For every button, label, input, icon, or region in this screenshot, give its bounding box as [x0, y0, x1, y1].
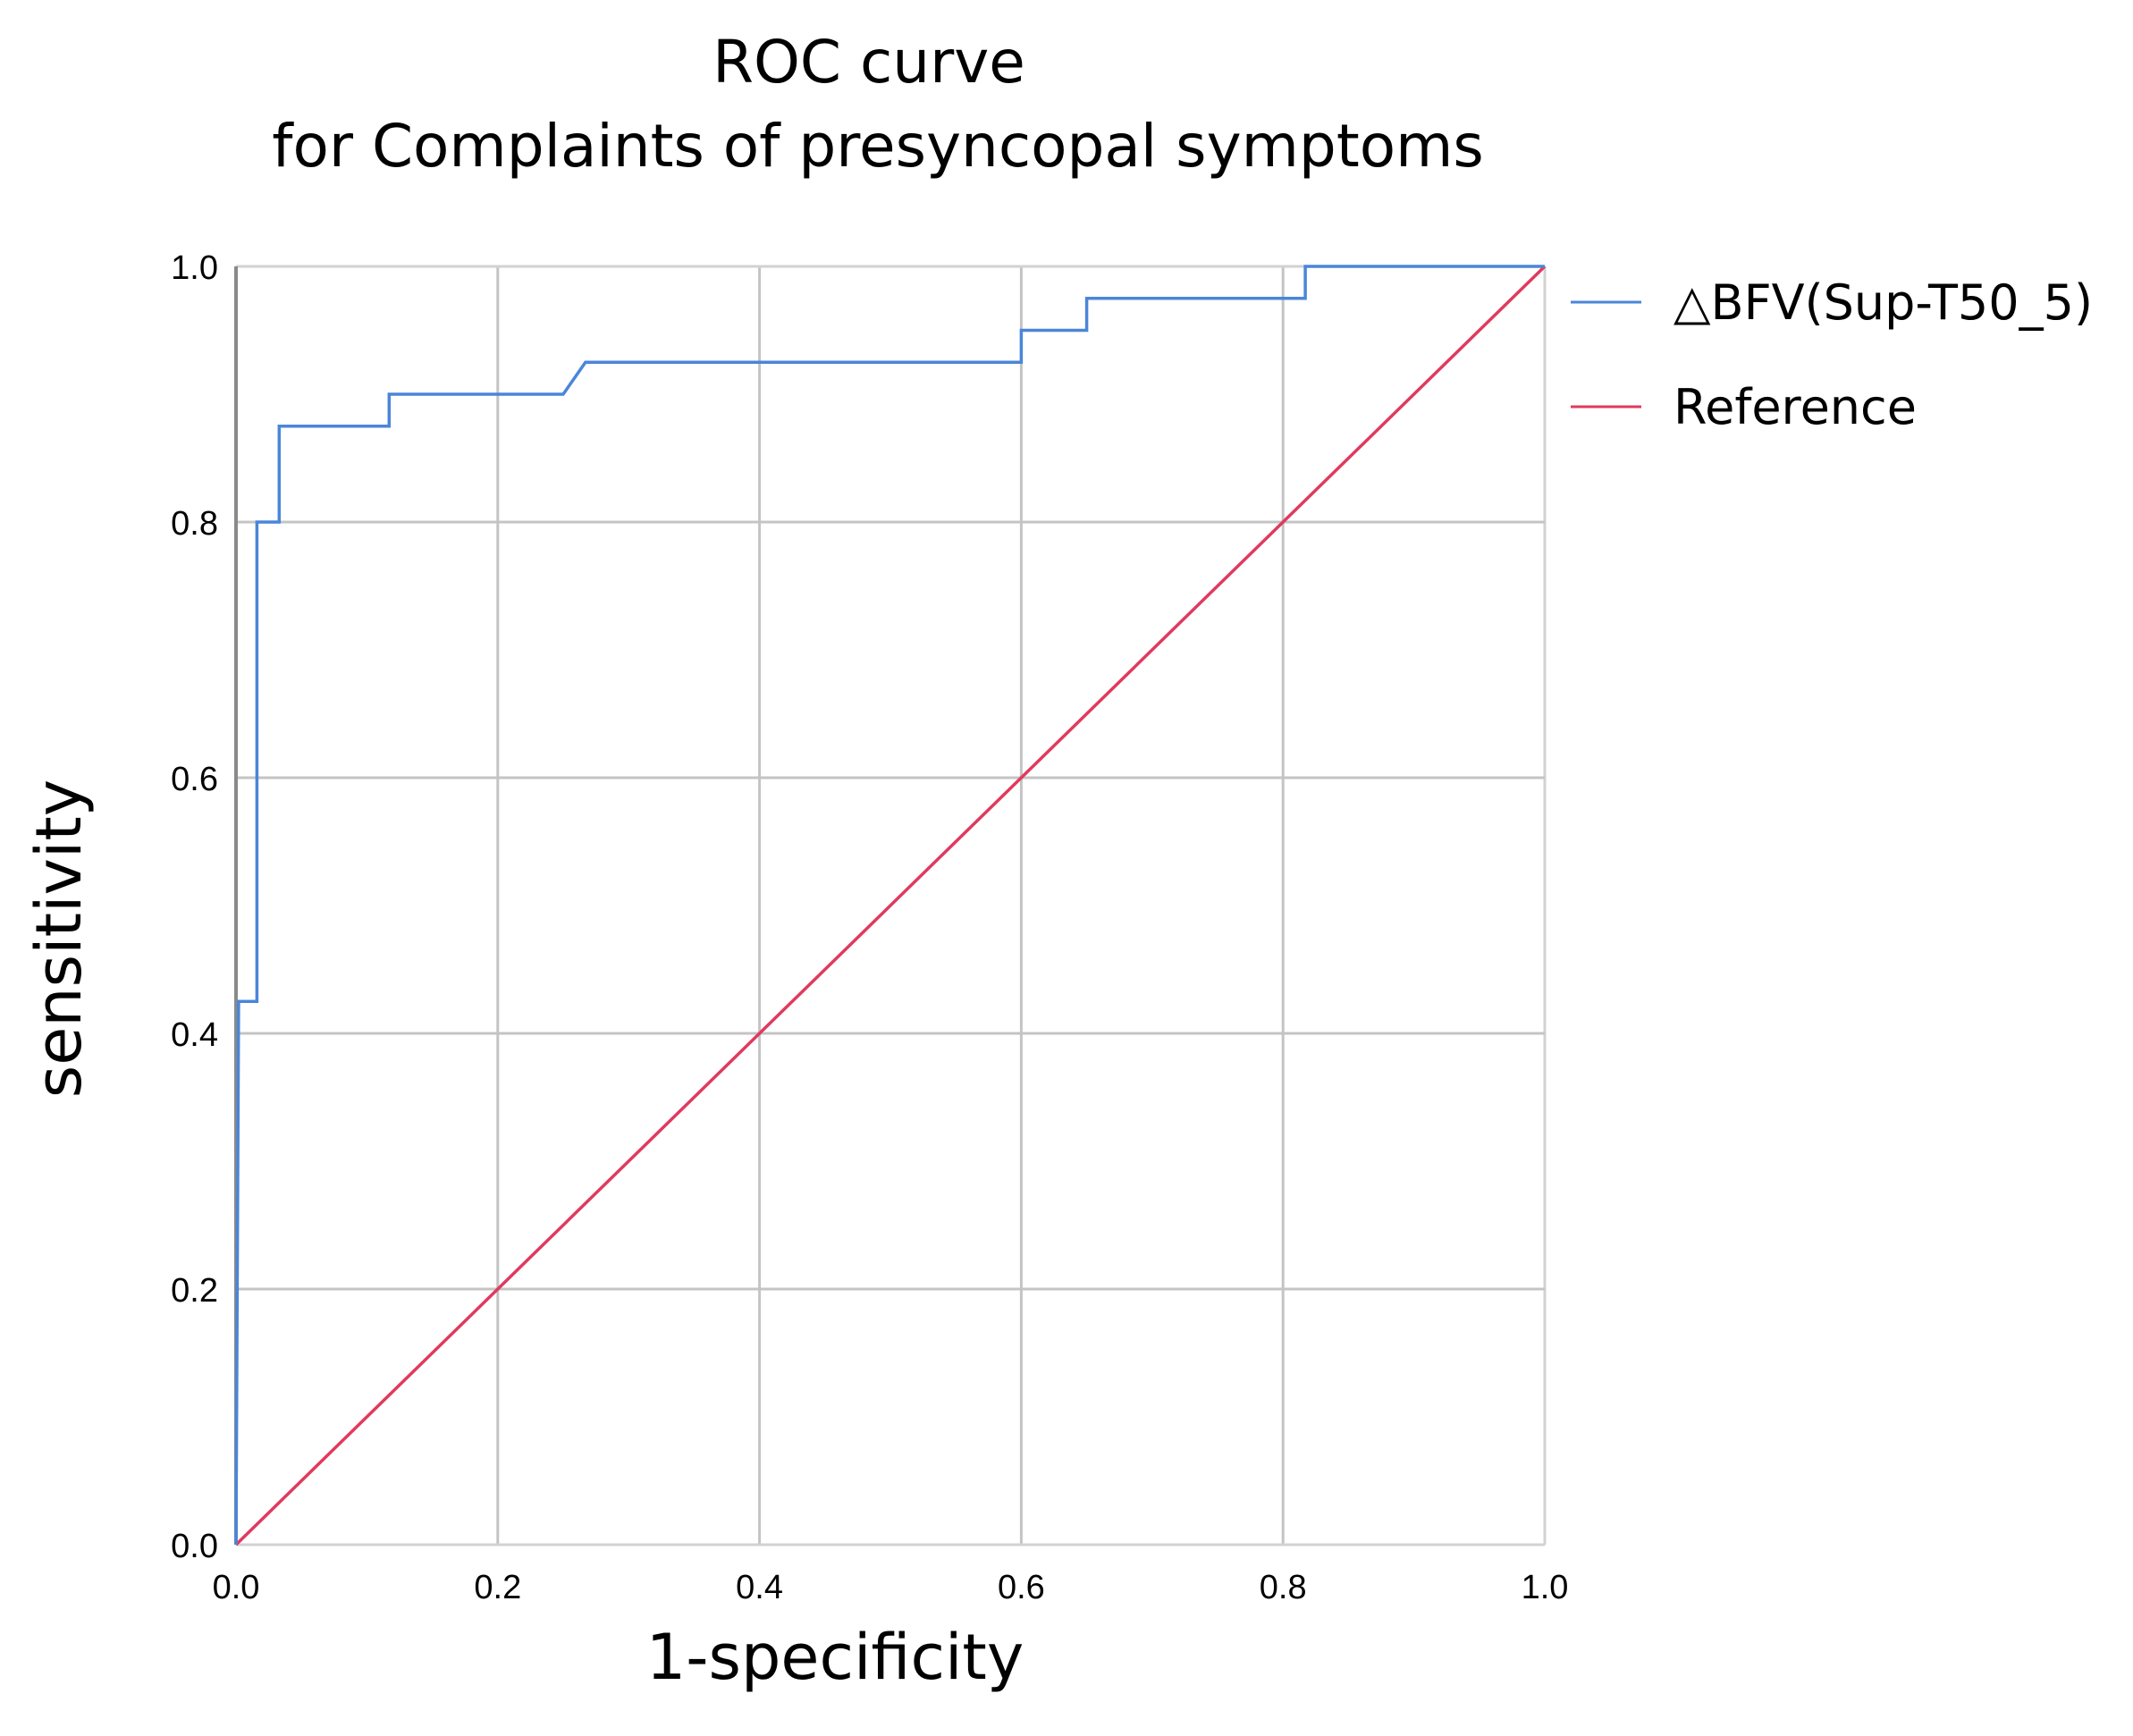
x-tick-label: 1.0 — [1522, 1569, 1569, 1606]
x-tick-label: 0.6 — [998, 1569, 1045, 1606]
y-tick-label: 0.2 — [171, 1272, 218, 1310]
legend-item-roc: △BFV(Sup-T50_5) — [1571, 274, 2093, 331]
legend-item-reference: Reference — [1571, 379, 1917, 435]
reference-line — [234, 265, 1547, 1546]
y-tick-label: 0.4 — [171, 1016, 218, 1054]
legend: △BFV(Sup-T50_5) Reference — [1571, 274, 2093, 435]
series-layer — [234, 265, 1547, 1546]
y-tick-labels: 0.0 0.2 0.4 0.6 0.8 1.0 — [171, 249, 218, 1565]
y-tick-label: 0.0 — [171, 1528, 218, 1565]
x-tick-labels: 0.0 0.2 0.4 0.6 0.8 1.0 — [213, 1569, 1569, 1606]
chart-title-line-2: for Complaints of presyncopal symptoms — [272, 112, 1484, 181]
y-tick-label: 1.0 — [171, 249, 218, 287]
x-tick-label: 0.2 — [474, 1569, 521, 1606]
x-tick-label: 0.4 — [736, 1569, 783, 1606]
x-tick-label: 0.8 — [1260, 1569, 1307, 1606]
chart-title-line-1: ROC curve — [712, 28, 1025, 97]
roc-curve-line — [234, 265, 1545, 1546]
y-axis-title: sensitivity — [22, 780, 96, 1098]
legend-item-roc-label: △BFV(Sup-T50_5) — [1674, 274, 2093, 331]
x-axis-title: 1-specificity — [646, 1621, 1024, 1694]
y-tick-label: 0.8 — [171, 505, 218, 543]
chart-title: ROC curve for Complaints of presyncopal … — [272, 28, 1484, 181]
x-tick-label: 0.0 — [213, 1569, 260, 1606]
legend-item-reference-label: Reference — [1674, 379, 1917, 435]
y-tick-label: 0.6 — [171, 761, 218, 798]
grid — [234, 265, 1547, 1546]
plot-area — [234, 265, 1547, 1546]
